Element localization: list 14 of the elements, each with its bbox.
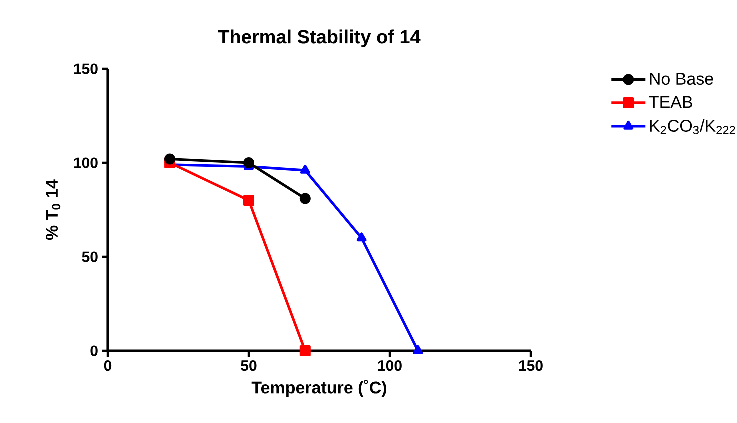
legend-label: No Base	[650, 73, 714, 86]
x-tick-label: 150	[519, 360, 543, 372]
chart-title: Thermal Stability of 14	[218, 30, 421, 48]
y-tick-label: 50	[82, 252, 98, 262]
y-tick-label: 100	[74, 158, 98, 168]
x-axis-title: Temperature (˚C)	[252, 380, 386, 398]
legend-label: TEAB	[649, 96, 692, 108]
y-tick-label: 150	[74, 64, 98, 74]
x-tick-label: 0	[104, 360, 112, 372]
y-tick-label: 0	[90, 346, 98, 356]
x-tick-label: 100	[378, 360, 402, 372]
y-axis-title: % T$_{0}$ 14	[46, 180, 61, 240]
legend-label: K$_{2}$CO$_{3}$/K$_{222}$	[650, 120, 736, 135]
x-tick-label: 50	[241, 360, 257, 372]
